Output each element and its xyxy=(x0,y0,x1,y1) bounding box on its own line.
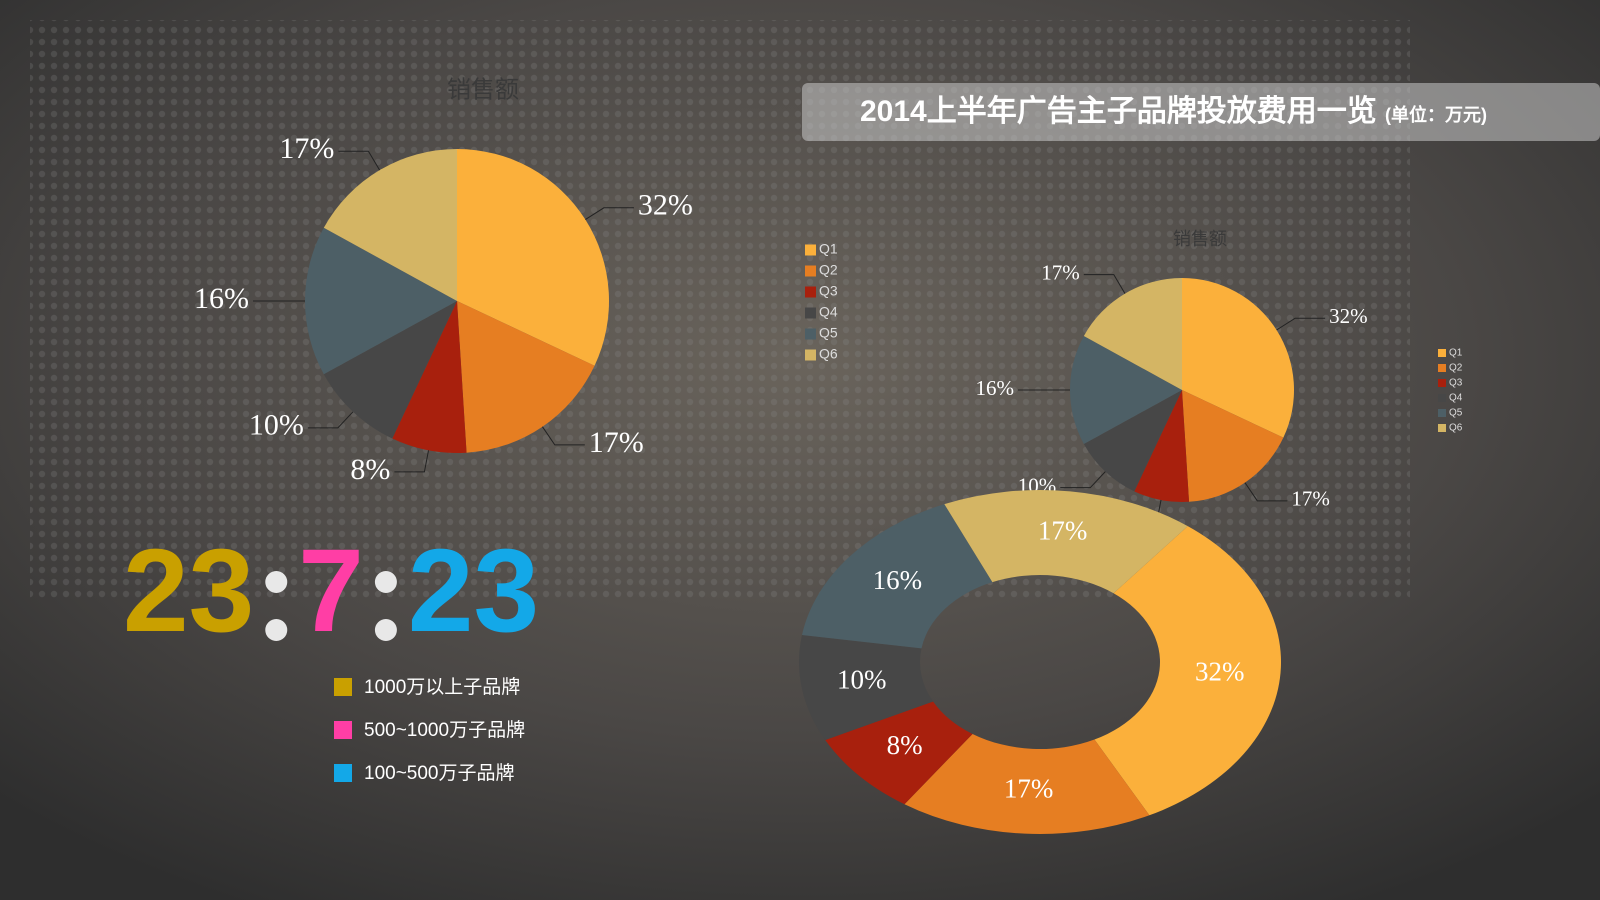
donut-slice xyxy=(825,701,973,805)
legend-swatch xyxy=(805,307,816,319)
data-label: 17% xyxy=(1041,260,1080,284)
legend-label: 1000万以上子品牌 xyxy=(364,676,520,698)
slide-title: 2014上半年广告主子品牌投放费用一览 xyxy=(860,95,1377,128)
data-label: 17% xyxy=(1291,487,1330,511)
pie-slice xyxy=(323,301,457,439)
pie-slice xyxy=(305,227,457,375)
pie-slice xyxy=(392,301,467,453)
legend-swatch xyxy=(334,678,352,696)
data-label: 16% xyxy=(194,282,249,315)
legend-label: 500~1000万子品牌 xyxy=(364,719,525,741)
colon-dot xyxy=(265,619,288,641)
legend-label: Q5 xyxy=(1449,408,1463,419)
figure: 23 xyxy=(123,525,254,657)
legend-swatch xyxy=(805,349,816,361)
data-label: 32% xyxy=(638,189,693,222)
leader-line xyxy=(394,450,430,473)
legend-swatch xyxy=(1438,409,1446,417)
legend-label: Q3 xyxy=(1449,378,1463,389)
pie-title: 销售额 xyxy=(1173,229,1227,249)
legend-swatch xyxy=(1438,349,1446,357)
leader-line xyxy=(1060,471,1106,489)
pie-slice xyxy=(1083,390,1182,492)
figure: 23 xyxy=(408,525,539,657)
data-label: 16% xyxy=(873,565,923,595)
pie-slice xyxy=(323,149,457,301)
legend-label: Q1 xyxy=(1449,348,1463,359)
data-label: 32% xyxy=(1329,304,1368,328)
pie-slice xyxy=(1083,278,1182,390)
leader-line xyxy=(1276,317,1326,331)
colon-dot xyxy=(374,571,397,593)
donut-slice xyxy=(904,733,1150,834)
donut-slice xyxy=(799,635,934,741)
data-label: 17% xyxy=(589,426,644,459)
data-label: 10% xyxy=(249,409,304,442)
leader-line xyxy=(1244,482,1288,502)
pie-slice xyxy=(1070,336,1182,444)
big-figures: 23 7 23 xyxy=(123,525,539,657)
leader-line xyxy=(338,150,381,171)
unit-label: (单位：万元) xyxy=(1385,104,1487,125)
data-label: 17% xyxy=(279,132,334,165)
legend-swatch xyxy=(805,286,816,298)
data-label: 8% xyxy=(887,730,923,760)
legend-swatch xyxy=(334,721,352,739)
legend-swatch xyxy=(1438,394,1446,402)
leader-line xyxy=(307,411,354,429)
leader-line xyxy=(542,426,585,446)
legend-swatch xyxy=(1438,379,1446,387)
data-label: 8% xyxy=(350,453,390,486)
donut-slice xyxy=(1094,526,1282,816)
leader-line xyxy=(585,207,634,220)
pie-slice xyxy=(457,301,595,453)
data-label: 32% xyxy=(1195,656,1245,686)
donut-slice xyxy=(801,504,993,649)
title-banner xyxy=(802,83,1600,141)
data-label: 10% xyxy=(837,664,887,694)
legend-swatch xyxy=(805,328,816,340)
legend-label: Q2 xyxy=(819,262,838,278)
leader-line xyxy=(1083,274,1126,294)
legend-swatch xyxy=(805,244,816,256)
legend-label: Q1 xyxy=(819,241,838,257)
legend-label: Q5 xyxy=(819,325,838,341)
colon-dot xyxy=(374,619,397,641)
pie-slice xyxy=(1182,390,1284,502)
legend-label: Q4 xyxy=(1449,393,1463,404)
donut-slice xyxy=(944,490,1188,594)
pie-slice xyxy=(1182,278,1294,438)
legend-label: 100~500万子品牌 xyxy=(364,762,515,784)
pie-slice xyxy=(1134,390,1190,502)
data-label: 17% xyxy=(1038,516,1088,546)
charts: 销售额 32% 17% 8% 10% 16% 17% Q1 Q2 Q3 Q4 Q5 Q6 销售额 32% 17… xyxy=(123,77,1463,834)
legend-swatch xyxy=(1438,424,1446,432)
legend-label: Q2 xyxy=(1449,363,1463,374)
pie-slice xyxy=(457,149,609,366)
legend-label: Q6 xyxy=(1449,423,1463,434)
colon-dot xyxy=(265,571,288,593)
legend-label: Q3 xyxy=(819,283,838,299)
data-label: 16% xyxy=(976,376,1015,400)
pie-title: 销售额 xyxy=(447,77,519,104)
legend-label: Q4 xyxy=(819,304,838,320)
data-label: 17% xyxy=(1004,773,1054,803)
legend-swatch xyxy=(334,764,352,782)
legend-swatch xyxy=(805,265,816,277)
legend-label: Q6 xyxy=(819,346,838,362)
figure: 7 xyxy=(298,525,364,657)
legend-swatch xyxy=(1438,364,1446,372)
